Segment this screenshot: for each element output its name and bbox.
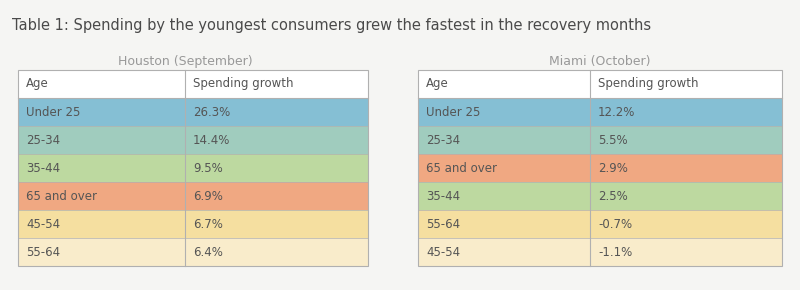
Bar [418,238,782,266]
Text: 45-54: 45-54 [426,246,460,258]
Bar [18,70,368,98]
Text: 6.9%: 6.9% [193,189,223,202]
Bar [418,98,782,126]
Text: 35-44: 35-44 [426,189,460,202]
Text: 65 and over: 65 and over [426,162,497,175]
Text: Under 25: Under 25 [426,106,480,119]
Text: 25-34: 25-34 [426,133,460,146]
Bar [18,210,368,238]
Text: 9.5%: 9.5% [193,162,222,175]
Bar [418,182,782,210]
Bar [418,70,782,266]
Text: 12.2%: 12.2% [598,106,635,119]
Bar [418,154,782,182]
Text: 65 and over: 65 and over [26,189,97,202]
Text: 5.5%: 5.5% [598,133,628,146]
Text: Age: Age [426,77,449,90]
Text: 26.3%: 26.3% [193,106,230,119]
Text: 25-34: 25-34 [26,133,60,146]
Text: Table 1: Spending by the youngest consumers grew the fastest in the recovery mon: Table 1: Spending by the youngest consum… [12,18,651,33]
Text: Houston (September): Houston (September) [118,55,252,68]
Text: -0.7%: -0.7% [598,218,632,231]
Text: 55-64: 55-64 [426,218,460,231]
Text: 45-54: 45-54 [26,218,60,231]
Text: 35-44: 35-44 [26,162,60,175]
Bar [18,238,368,266]
Bar [18,98,368,126]
Text: 6.4%: 6.4% [193,246,223,258]
Text: Spending growth: Spending growth [598,77,698,90]
Text: 6.7%: 6.7% [193,218,223,231]
Text: 2.9%: 2.9% [598,162,628,175]
Bar [418,126,782,154]
Bar [18,126,368,154]
Bar [418,210,782,238]
Text: -1.1%: -1.1% [598,246,632,258]
Text: Spending growth: Spending growth [193,77,294,90]
Bar [418,70,782,98]
Text: 2.5%: 2.5% [598,189,628,202]
Bar [18,70,368,266]
Text: Under 25: Under 25 [26,106,80,119]
Text: 14.4%: 14.4% [193,133,230,146]
Text: 55-64: 55-64 [26,246,60,258]
Text: Age: Age [26,77,49,90]
Text: Miami (October): Miami (October) [550,55,650,68]
Bar [18,182,368,210]
Bar [18,154,368,182]
